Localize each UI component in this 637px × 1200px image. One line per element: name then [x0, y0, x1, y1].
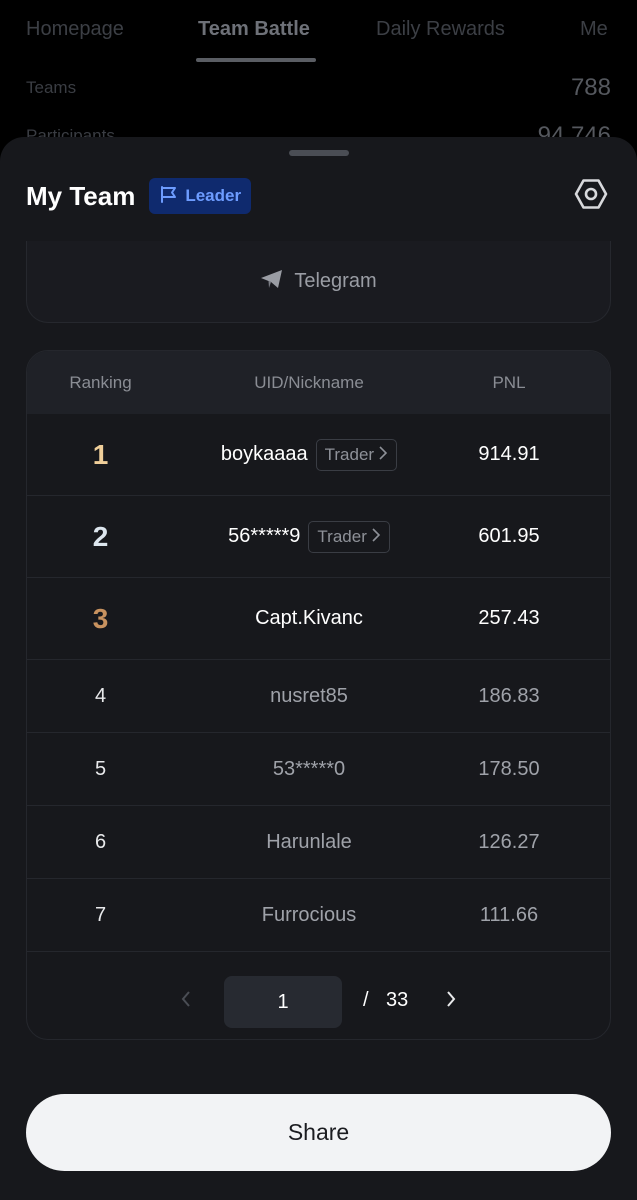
rank-medal-gold: 1	[92, 438, 109, 470]
member-pnl: 257.43	[478, 607, 540, 629]
telegram-label: Telegram	[294, 270, 377, 292]
rank-medal-silver: 2	[92, 520, 109, 552]
hexagon-gear-icon	[573, 176, 609, 217]
chevron-right-icon	[447, 991, 456, 1007]
member-name: 56*****9	[228, 525, 301, 547]
trader-tag-label: Trader	[317, 526, 367, 546]
member-name: Furrocious	[261, 903, 357, 926]
trader-tag[interactable]: Trader	[308, 520, 390, 553]
table-row: 4 nusret85 186.83	[27, 660, 610, 733]
rank-number: 7	[94, 903, 107, 926]
header-pnl: PNL	[492, 372, 526, 392]
rank-number: 4	[94, 684, 107, 707]
rank-number: 6	[94, 830, 107, 853]
member-pnl: 126.27	[478, 830, 540, 853]
rank-medal-bronze: 3	[92, 602, 109, 634]
member-name-cell: nusret85	[174, 685, 444, 708]
member-name-cell: Furrocious	[174, 904, 444, 927]
tab-team-battle[interactable]: Team Battle	[198, 18, 310, 40]
leader-badge: Leader	[149, 178, 252, 214]
stat-row-teams: Teams 788	[26, 74, 611, 102]
chevron-left-icon	[181, 991, 190, 1007]
member-name: Capt.Kivanc	[255, 607, 363, 629]
table-row: 2 56*****9 Trader 601.95	[27, 496, 610, 578]
table-header: Ranking UID/Nickname PNL	[27, 351, 610, 414]
chevron-right-icon	[371, 527, 381, 547]
settings-button[interactable]	[571, 176, 611, 216]
member-pnl: 111.66	[479, 903, 539, 926]
tab-daily-rewards[interactable]: Daily Rewards	[376, 18, 505, 40]
trader-tag-label: Trader	[324, 444, 375, 464]
table-row: 7 Furrocious 111.66	[27, 879, 610, 952]
pagination: 1 / 33	[26, 975, 611, 1029]
page-separator: /	[363, 989, 369, 1011]
member-name-cell: Harunlale	[174, 831, 444, 854]
table-row: 3 Capt.Kivanc 257.43	[27, 578, 610, 660]
member-name: boykaaaa	[220, 443, 308, 465]
table-row: 5 53*****0 178.50	[27, 733, 610, 806]
member-name-cell: Capt.Kivanc	[174, 607, 444, 630]
total-pages: 33	[386, 989, 409, 1011]
member-pnl: 914.91	[478, 443, 540, 465]
telegram-icon	[260, 269, 284, 294]
member-name: nusret85	[270, 684, 348, 707]
stat-label: Teams	[26, 78, 77, 97]
table-row: 1 boykaaaa Trader 914.91	[27, 414, 610, 496]
leader-badge-label: Leader	[185, 186, 242, 205]
stat-value: 788	[570, 74, 611, 101]
tab-me[interactable]: Me	[580, 18, 608, 40]
member-pnl: 186.83	[478, 684, 540, 707]
page-number-input[interactable]: 1	[224, 976, 342, 1028]
prev-page-button[interactable]	[176, 987, 196, 1011]
tab-homepage[interactable]: Homepage	[26, 18, 124, 40]
member-name-cell: boykaaaa Trader	[174, 438, 444, 471]
telegram-button[interactable]: Telegram	[26, 241, 611, 323]
trader-tag[interactable]: Trader	[315, 438, 398, 471]
top-nav: Homepage Team Battle Daily Rewards Me	[0, 0, 637, 62]
header-ranking: Ranking	[69, 372, 132, 392]
sheet-title: My Team	[26, 180, 136, 211]
header-uid-nickname: UID/Nickname	[254, 372, 364, 392]
ranking-table: Ranking UID/Nickname PNL 1 boykaaaa Trad…	[26, 350, 611, 1040]
member-name-cell: 56*****9 Trader	[174, 520, 444, 553]
member-pnl: 601.95	[478, 525, 540, 547]
sheet-grabber[interactable]	[289, 150, 349, 156]
share-button[interactable]: Share	[26, 1094, 611, 1171]
table-row: 6 Harunlale 126.27	[27, 806, 610, 879]
member-name-cell: 53*****0	[174, 758, 444, 781]
active-tab-indicator	[196, 58, 316, 62]
chevron-right-icon	[378, 445, 388, 465]
my-team-sheet: My Team Leader	[0, 137, 637, 1200]
member-name: Harunlale	[266, 830, 352, 853]
sheet-header: My Team Leader	[26, 175, 611, 217]
member-name: 53*****0	[272, 757, 346, 780]
rank-number: 5	[94, 757, 107, 780]
member-pnl: 178.50	[478, 757, 540, 780]
next-page-button[interactable]	[441, 987, 461, 1011]
flag-icon	[159, 185, 179, 208]
